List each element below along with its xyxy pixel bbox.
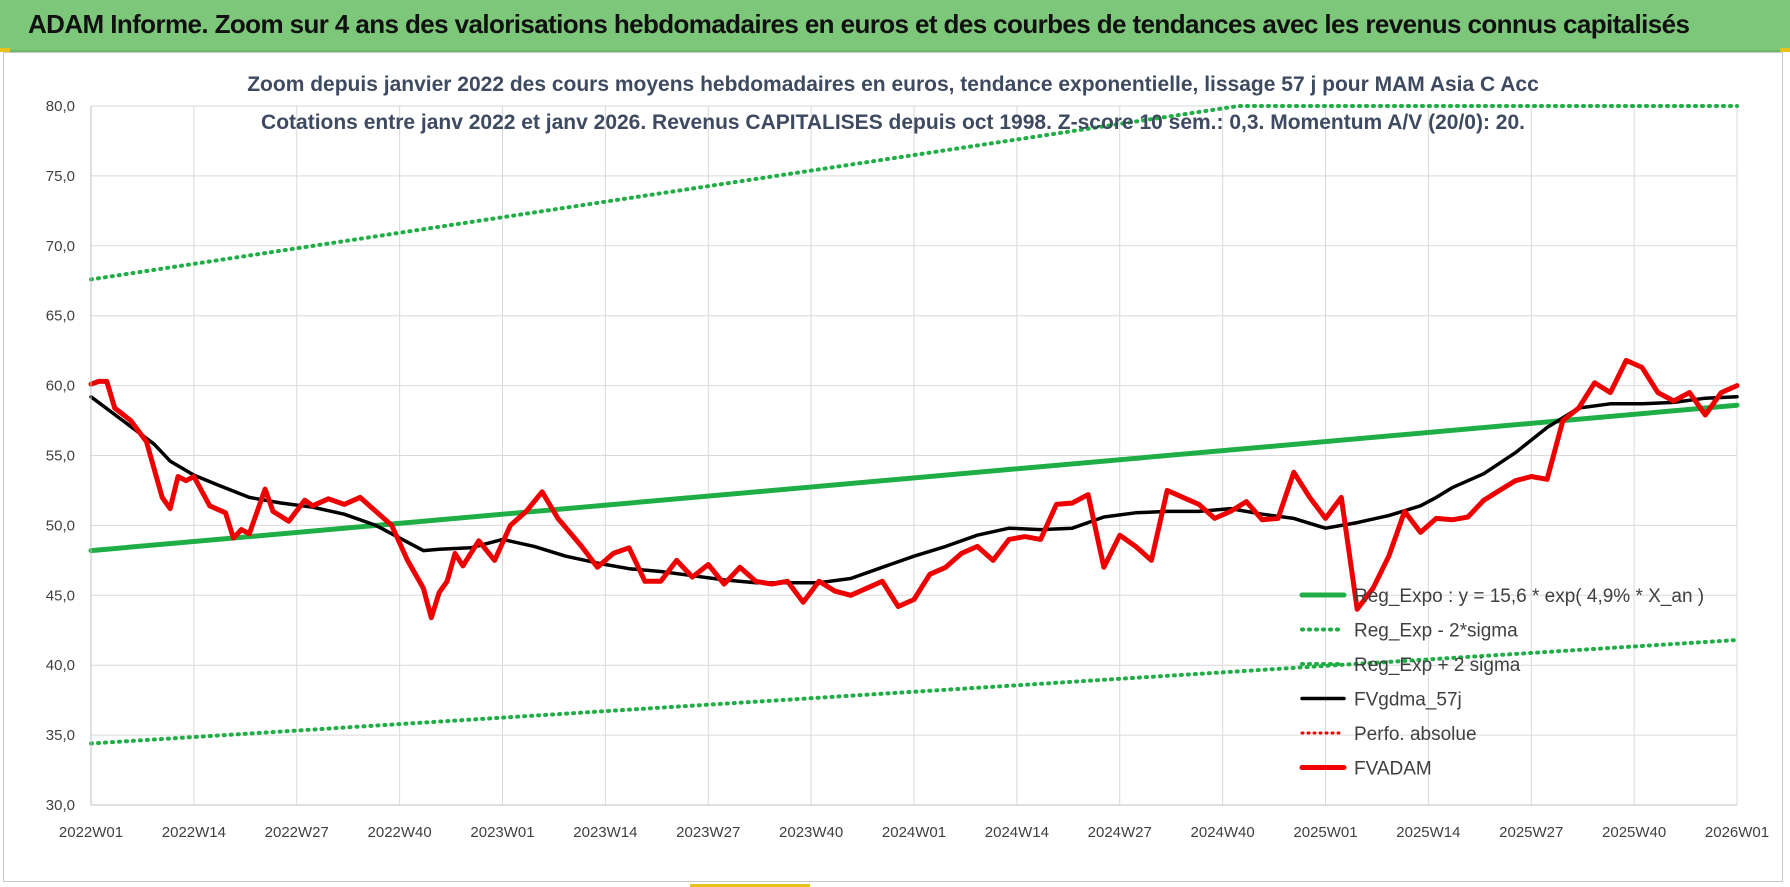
- series-line-reg_minus: [89, 638, 1739, 746]
- y-tick-label: 70,0: [46, 238, 75, 255]
- y-tick-label: 40,0: [46, 657, 75, 674]
- series-line-reg_exp: [88, 402, 1740, 554]
- accent-mark-bottom: [690, 884, 810, 887]
- series-line-reg_plus: [89, 104, 1739, 282]
- x-tick-label: 2023W40: [779, 824, 843, 841]
- x-tick-label: 2023W14: [573, 824, 637, 841]
- y-tick-label: 55,0: [46, 448, 75, 465]
- legend-label-fvadam: FVADAM: [1354, 759, 1432, 780]
- page-title: ADAM Informe. Zoom sur 4 ans des valoris…: [28, 9, 1690, 39]
- chart-frame: [3, 52, 1783, 882]
- legend-label-reg_exp: Reg_Expo : y = 15,6 * exp( 4,9% * X_an ): [1354, 586, 1704, 607]
- y-tick-label: 35,0: [46, 727, 75, 744]
- chart-subtitle-line-1: Zoom depuis janvier 2022 des cours moyen…: [247, 73, 1539, 96]
- y-tick-label: 60,0: [46, 378, 75, 395]
- x-tick-label: 2025W40: [1602, 824, 1666, 841]
- y-tick-label: 75,0: [46, 168, 75, 185]
- x-tick-label: 2024W40: [1191, 824, 1255, 841]
- accent-mark-left: [0, 48, 10, 52]
- x-tick-label: 2024W27: [1088, 824, 1152, 841]
- accent-mark-right: [1780, 48, 1790, 52]
- x-tick-label: 2025W01: [1293, 824, 1357, 841]
- series-lines: [88, 104, 1740, 746]
- y-tick-label: 45,0: [46, 587, 75, 604]
- series-line-fvgdma: [89, 395, 1739, 585]
- y-tick-label: 50,0: [46, 517, 75, 534]
- legend-label-perfo: Perfo. absolue: [1354, 724, 1477, 745]
- legend-label-reg_minus: Reg_Exp - 2*sigma: [1354, 621, 1518, 642]
- x-tick-label: 2025W27: [1499, 824, 1563, 841]
- x-tick-label: 2025W14: [1396, 824, 1460, 841]
- grid: [90, 105, 1738, 806]
- y-tick-label: 80,0: [46, 98, 75, 115]
- x-tick-label: 2022W40: [368, 824, 432, 841]
- x-tick-label: 2026W01: [1705, 824, 1769, 841]
- chart-subtitle-line-2: Cotations entre janv 2022 et janv 2026. …: [261, 111, 1525, 134]
- x-tick-label: 2022W27: [265, 824, 329, 841]
- series-line-fvadam: [88, 357, 1740, 621]
- x-tick-label: 2022W01: [59, 824, 123, 841]
- x-tick-label: 2024W01: [882, 824, 946, 841]
- x-tick-label: 2022W14: [162, 824, 226, 841]
- y-tick-label: 30,0: [46, 797, 75, 814]
- x-tick-label: 2023W01: [470, 824, 534, 841]
- y-tick-label: 65,0: [46, 308, 75, 325]
- x-tick-label: 2023W27: [676, 824, 740, 841]
- axes: 30,0 35,0 40,0 45,0 50,0 55,0 60,0 65,0 70,0 75,0…: [46, 98, 1769, 841]
- x-tick-label: 2024W14: [985, 824, 1049, 841]
- legend-label-reg_plus: Reg_Exp + 2 sigma: [1354, 655, 1521, 676]
- legend: Reg_Expo : y = 15,6 * exp( 4,9% * X_an )…: [1299, 586, 1704, 780]
- legend-label-fvgdma: FVgdma_57j: [1354, 690, 1462, 711]
- header-bar: ADAM Informe. Zoom sur 4 ans des valoris…: [0, 0, 1790, 52]
